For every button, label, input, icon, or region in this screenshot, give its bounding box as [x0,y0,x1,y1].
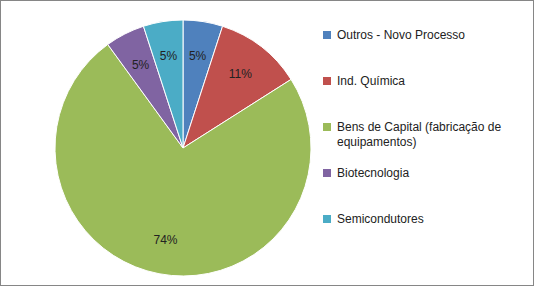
svg-text:5%: 5% [132,58,150,72]
html-text:Semicondutores: Semicondutores [337,212,424,226]
svg-text:74%: 74% [153,233,177,247]
html-text:Biotecnologia: Biotecnologia [337,166,410,180]
svg-text:11%: 11% [229,67,252,81]
html-text:Ind. Química: Ind. Química [337,74,405,88]
html-text:Bens de Capital (fabricação de: Bens de Capital (fabricação de equipamen… [337,120,502,149]
svg-text:5%: 5% [160,49,178,63]
html-text:Outros - Novo Processo: Outros - Novo Processo [337,28,465,42]
svg-text:5%: 5% [189,49,207,63]
